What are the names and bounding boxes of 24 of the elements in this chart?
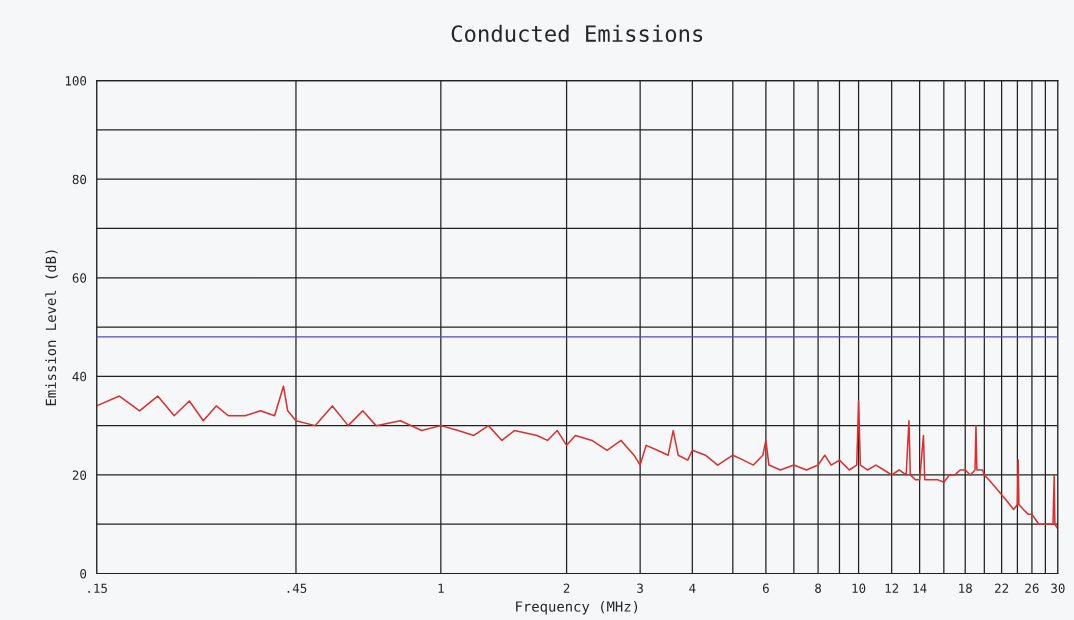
x-tick-label: 10 xyxy=(852,583,866,593)
x-tick-label: 3 xyxy=(637,583,643,593)
x-tick-label: 14 xyxy=(913,583,927,593)
y-tick-label: 40 xyxy=(72,371,87,382)
x-tick-label: 18 xyxy=(959,583,972,593)
x-tick-label: 4 xyxy=(689,583,696,593)
x-tick-label: 1 xyxy=(438,583,444,593)
x-tick-label: 2 xyxy=(563,583,570,593)
y-tick-label: 60 xyxy=(72,273,87,283)
x-tick-label: .45 xyxy=(287,583,307,593)
x-tick-label: .15 xyxy=(88,583,107,593)
x-tick-label: 12 xyxy=(885,583,899,593)
x-axis-title: Frequency (MHz) xyxy=(516,601,638,615)
x-tick-label: 6 xyxy=(762,583,769,593)
x-tick-label: 26 xyxy=(1025,583,1039,593)
y-tick-label: 20 xyxy=(72,470,87,480)
chart-title: Conducted Emissions xyxy=(451,24,703,43)
y-tick-label: 80 xyxy=(72,174,87,185)
y-axis-title: Emission Level (dB) xyxy=(45,250,58,406)
y-tick-label: 0 xyxy=(80,569,87,579)
x-tick-label: 22 xyxy=(995,583,1009,593)
x-tick-label: 30 xyxy=(1051,583,1065,593)
x-tick-label: 8 xyxy=(815,583,822,593)
y-tick-label: 100 xyxy=(65,76,87,86)
